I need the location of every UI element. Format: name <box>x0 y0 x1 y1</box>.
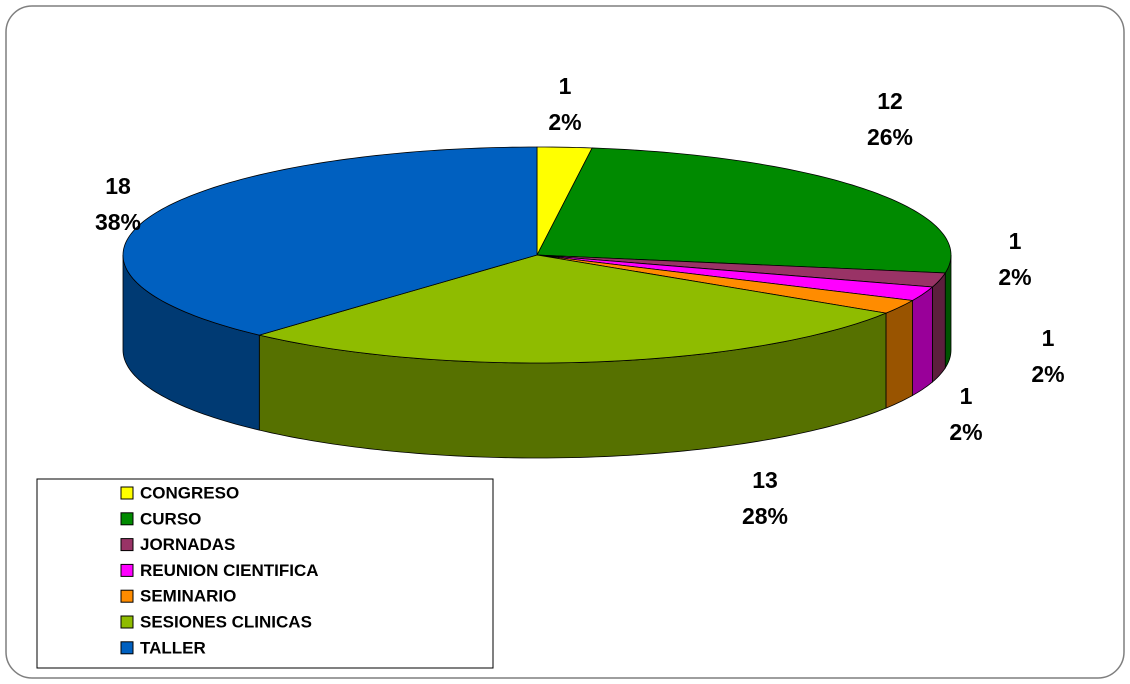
data-labels: 1 2% 12 26% 1 2% 1 2% 1 2% 13 28% 18 38% <box>95 73 1065 529</box>
data-label: 1 <box>559 73 572 99</box>
legend-label: REUNION CIENTIFICA <box>140 561 319 580</box>
data-label: 1 <box>1009 228 1022 254</box>
percent-label: 2% <box>1031 361 1064 387</box>
legend-box <box>36 478 494 669</box>
data-label: 1 <box>960 383 973 409</box>
legend: CONGRESO CURSO JORNADAS REUNION CIENTIFICA S… <box>120 483 319 657</box>
legend-label: TALLER <box>140 638 206 657</box>
percent-label: 28% <box>742 503 788 529</box>
legend-swatch <box>120 615 134 629</box>
pie-side <box>885 299 913 409</box>
data-label: 13 <box>752 467 778 493</box>
legend-label: CURSO <box>140 509 201 528</box>
pie-slice <box>536 254 914 314</box>
pie-sides <box>122 254 952 459</box>
percent-label: 2% <box>998 264 1031 290</box>
legend-label: CONGRESO <box>140 483 239 502</box>
data-label: 12 <box>877 88 903 114</box>
legend-label: SEMINARIO <box>140 587 236 606</box>
percent-label: 38% <box>95 209 141 235</box>
legend-swatch <box>120 512 134 526</box>
legend-label: JORNADAS <box>140 535 235 554</box>
legend-swatch <box>120 486 134 500</box>
percent-label: 26% <box>867 124 913 150</box>
data-label: 18 <box>105 173 131 199</box>
legend-swatch <box>120 641 134 655</box>
legend-label: SESIONES CLINICAS <box>140 612 312 631</box>
pie-slice <box>122 146 538 336</box>
pie-side <box>912 286 933 397</box>
legend-swatch <box>120 589 134 603</box>
data-label: 1 <box>1042 325 1055 351</box>
percent-label: 2% <box>949 419 982 445</box>
percent-label: 2% <box>548 109 581 135</box>
pie-slice <box>536 254 934 301</box>
pie-side <box>932 271 946 383</box>
pie-slice <box>257 254 888 364</box>
pie-slice <box>536 147 952 274</box>
legend-swatch <box>120 538 134 552</box>
legend-swatch <box>120 563 134 577</box>
pie-tops <box>122 146 952 364</box>
